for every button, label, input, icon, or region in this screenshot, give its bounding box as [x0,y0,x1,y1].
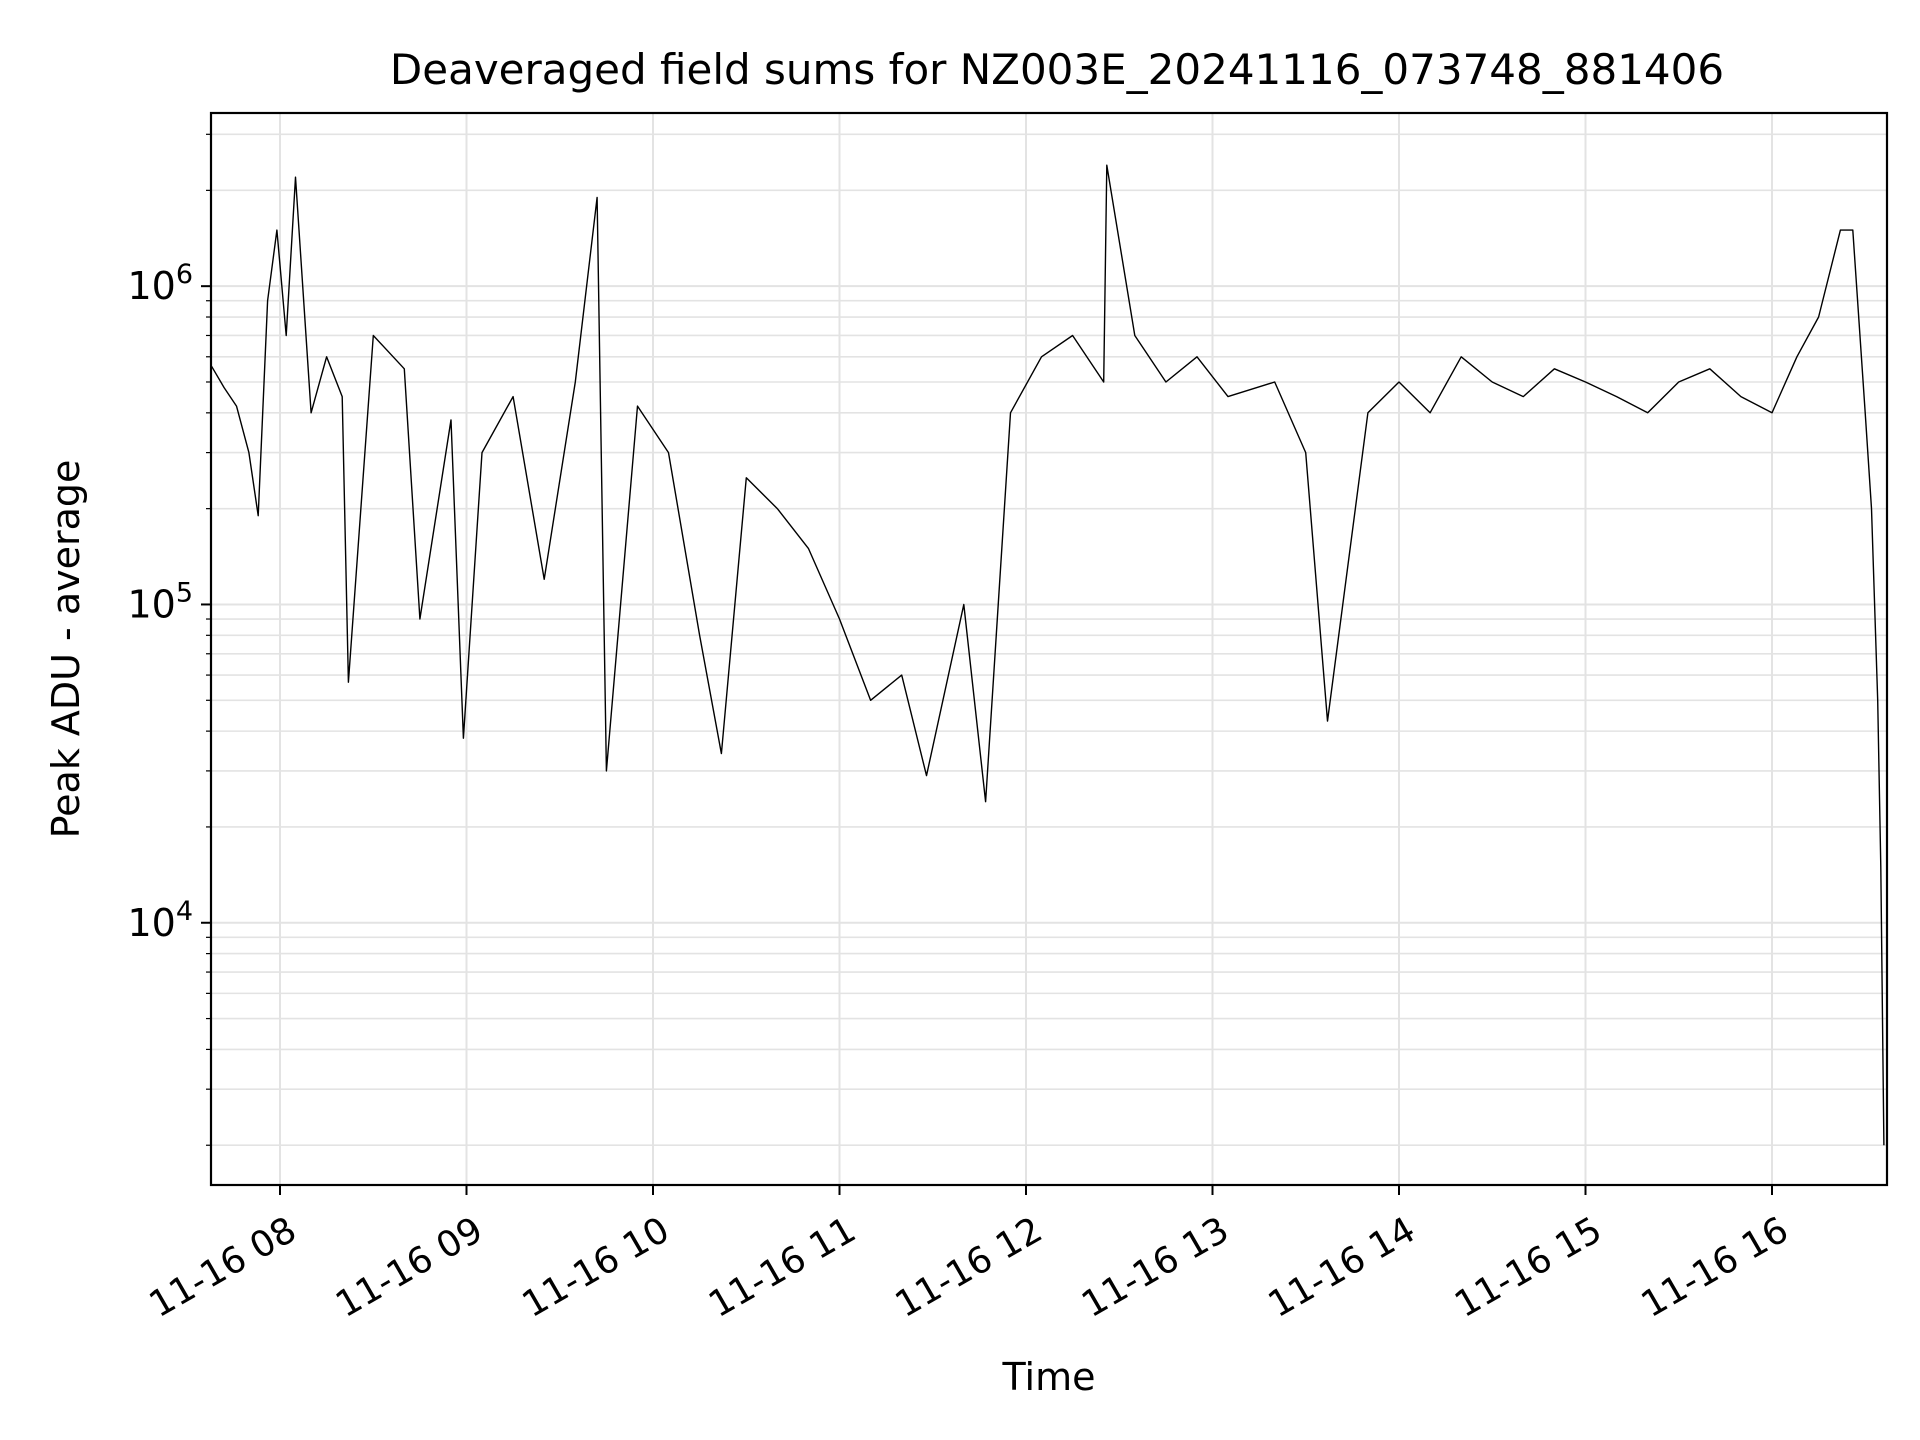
grid [211,113,1887,1185]
y-tick-label: 106 [127,259,193,308]
y-tick-label: 104 [127,896,193,945]
series-line [210,164,1885,1146]
y-tick-label: 105 [127,577,193,626]
chart-title: Deaveraged field sums for NZ003E_2024111… [390,45,1724,94]
x-axis-label: Time [1002,1355,1096,1399]
y-axis-label: Peak ADU - average [44,460,88,839]
data-series [210,164,1885,1146]
plot-frame [209,111,1889,1187]
